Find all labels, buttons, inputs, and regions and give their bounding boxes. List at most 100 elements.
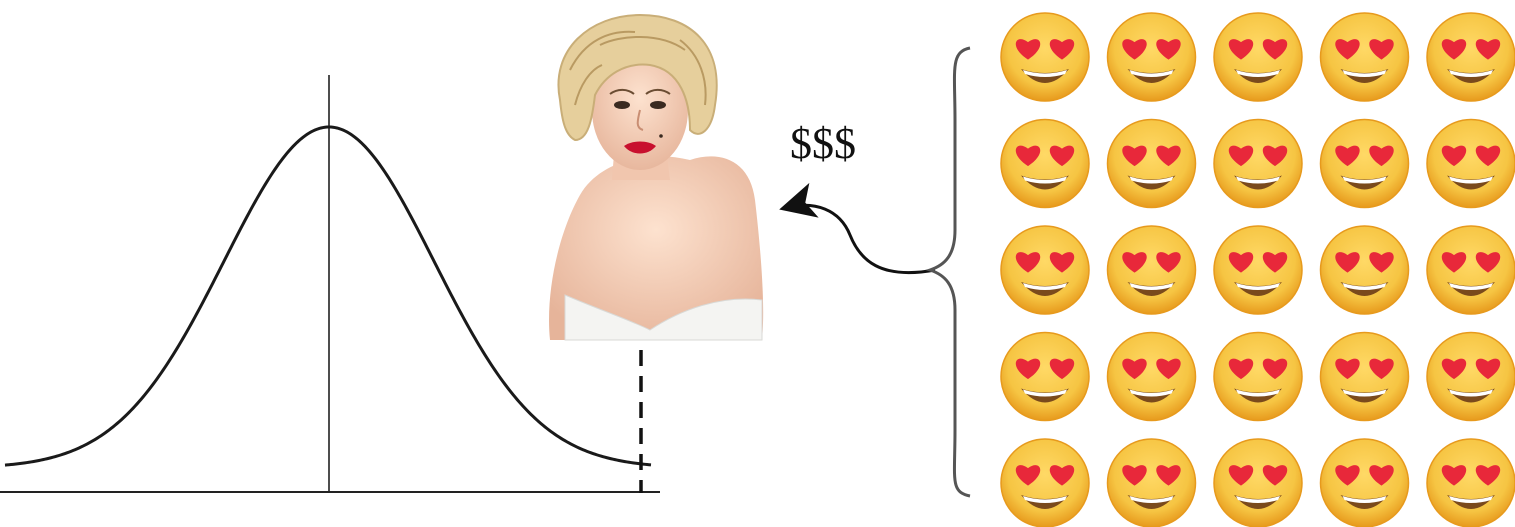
- heart-eye-icon: [1475, 145, 1501, 167]
- emoji-teeth: [1023, 283, 1067, 290]
- smiling-face-with-heart-eyes-icon: [1426, 12, 1515, 102]
- emoji-face: [1319, 225, 1410, 315]
- heart-eye-icon: [1335, 145, 1360, 167]
- heart-eye-icon: [1335, 39, 1360, 60]
- heart-eye-icon: [1049, 145, 1075, 167]
- emoji-teeth: [1236, 496, 1280, 503]
- heart-eye-icon: [1369, 465, 1394, 486]
- heart-eye-icon: [1262, 252, 1288, 273]
- emoji-face: [1106, 331, 1197, 422]
- smiling-face-with-heart-eyes-icon: [1319, 331, 1410, 422]
- emoji-teeth: [1129, 496, 1174, 503]
- emoji-face: [1213, 118, 1303, 209]
- heart-eye-icon: [1228, 465, 1254, 486]
- emoji-face: [1106, 225, 1197, 315]
- heart-eye-icon: [1475, 465, 1501, 486]
- heart-eye-icon: [1122, 39, 1147, 60]
- heart-eye-icon: [1122, 252, 1147, 273]
- heart-eye-icon: [1015, 145, 1041, 167]
- heart-eye-icon: [1369, 39, 1394, 60]
- emoji-face: [1426, 331, 1515, 422]
- emoji-face: [1213, 438, 1303, 527]
- emoji-teeth: [1342, 283, 1387, 290]
- emoji-teeth: [1449, 176, 1493, 184]
- emoji-face: [1000, 438, 1090, 527]
- emoji-face: [1319, 438, 1410, 527]
- heart-eye-icon: [1015, 252, 1041, 273]
- emoji-teeth: [1449, 70, 1493, 77]
- portrait-beauty-mark: [659, 134, 663, 138]
- portrait-left-eye: [614, 101, 630, 109]
- emoji-teeth: [1236, 70, 1280, 77]
- heart-eye-icon: [1335, 252, 1360, 273]
- portrait-right-eye: [650, 101, 666, 109]
- heart-eye-icon: [1369, 252, 1394, 273]
- heart-eye-icon: [1228, 358, 1254, 380]
- grouping-brace: [925, 46, 971, 498]
- heart-eye-icon: [1441, 39, 1467, 60]
- emoji-face: [1426, 12, 1515, 102]
- portrait-dress: [564, 294, 763, 341]
- emoji-face: [1319, 331, 1410, 422]
- heart-eye-icon: [1156, 465, 1181, 486]
- smiling-face-with-heart-eyes-icon: [1213, 12, 1303, 102]
- heart-eye-icon: [1228, 145, 1254, 167]
- heart-eye-icon: [1122, 465, 1147, 486]
- emoji-teeth: [1129, 70, 1174, 77]
- heart-eye-icon: [1441, 252, 1467, 273]
- emoji-face: [1213, 12, 1303, 102]
- emoji-face: [1319, 118, 1410, 209]
- emoji-teeth: [1236, 176, 1280, 184]
- emoji-teeth: [1449, 283, 1493, 290]
- heart-eye-icon: [1441, 145, 1467, 167]
- emoji-teeth: [1342, 496, 1387, 503]
- bell-curve-chart: [0, 75, 660, 493]
- emoji-teeth: [1342, 176, 1387, 184]
- heart-eye-icon: [1475, 358, 1501, 380]
- emoji-face: [1000, 331, 1090, 422]
- money-label: $$$: [790, 119, 856, 168]
- portrait-lips: [624, 141, 656, 154]
- emoji-face: [1000, 12, 1090, 102]
- heart-eye-icon: [1262, 465, 1288, 486]
- emoji-face: [1213, 331, 1303, 422]
- smiling-face-with-heart-eyes-icon: [1000, 331, 1090, 422]
- emoji-face: [1106, 12, 1197, 102]
- emoji-teeth: [1449, 389, 1493, 397]
- portrait-shoulders: [549, 156, 764, 340]
- heart-eye-icon: [1369, 358, 1394, 380]
- emoji-face: [1000, 118, 1090, 209]
- smiling-face-with-heart-eyes-icon: [1319, 12, 1410, 102]
- emoji-face: [1000, 225, 1090, 315]
- heart-eye-icon: [1156, 39, 1181, 60]
- emoji-face: [1426, 438, 1515, 527]
- smiling-face-with-heart-eyes-icon: [1319, 225, 1410, 315]
- emoji-teeth: [1129, 176, 1174, 184]
- smiling-face-with-heart-eyes-icon: [1426, 118, 1515, 209]
- portrait-nose: [636, 109, 644, 131]
- heart-eye-icon: [1228, 252, 1254, 273]
- smiling-face-with-heart-eyes-icon: [1000, 438, 1090, 527]
- heart-eye-icon: [1475, 252, 1501, 273]
- emoji-teeth: [1129, 389, 1174, 397]
- portrait-hair-curls: [569, 30, 707, 106]
- emoji-teeth: [1236, 283, 1280, 290]
- bell-curve: [4, 125, 652, 467]
- heart-eye-icon: [1156, 145, 1181, 167]
- emoji-teeth: [1023, 176, 1067, 184]
- smiling-face-with-heart-eyes-icon: [1213, 438, 1303, 527]
- smiling-face-with-heart-eyes-icon: [1000, 225, 1090, 315]
- heart-eye-icon: [1015, 39, 1041, 60]
- smiling-face-with-heart-eyes-icon: [1213, 225, 1303, 315]
- heart-eye-icon: [1335, 358, 1360, 380]
- heart-eye-icon: [1122, 145, 1147, 167]
- emoji-teeth: [1023, 496, 1067, 503]
- smiling-face-with-heart-eyes-icon: [1213, 118, 1303, 209]
- smiling-face-with-heart-eyes-icon: [1319, 438, 1410, 527]
- payment-arrow: [779, 182, 936, 275]
- emoji-teeth: [1023, 389, 1067, 397]
- emoji-face: [1106, 438, 1197, 527]
- smiling-face-with-heart-eyes-icon: [1106, 118, 1197, 209]
- smiling-face-with-heart-eyes-icon: [1106, 225, 1197, 315]
- smiling-face-with-heart-eyes-icon: [1000, 118, 1090, 209]
